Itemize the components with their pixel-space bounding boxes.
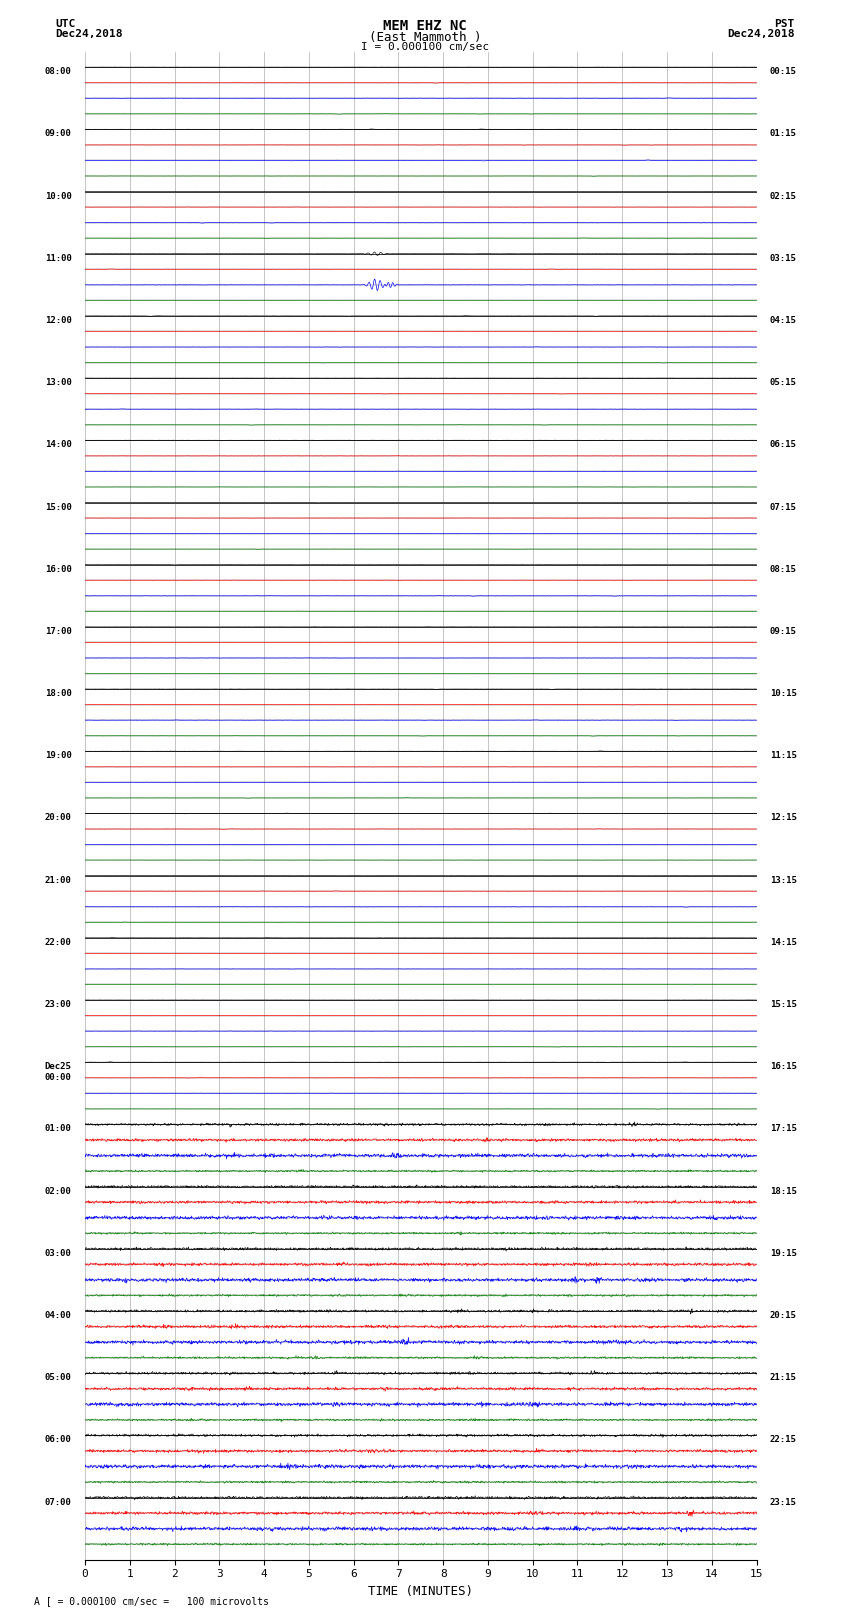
Text: 06:00: 06:00	[45, 1436, 71, 1444]
Text: 08:15: 08:15	[770, 565, 796, 574]
Text: 04:00: 04:00	[45, 1311, 71, 1319]
Text: 13:00: 13:00	[45, 377, 71, 387]
Text: 10:15: 10:15	[770, 689, 796, 698]
Text: 09:15: 09:15	[770, 627, 796, 636]
Text: 12:15: 12:15	[770, 813, 796, 823]
Text: 02:00: 02:00	[45, 1187, 71, 1195]
Text: 01:15: 01:15	[770, 129, 796, 139]
X-axis label: TIME (MINUTES): TIME (MINUTES)	[368, 1586, 473, 1598]
Text: 19:15: 19:15	[770, 1248, 796, 1258]
Text: 02:15: 02:15	[770, 192, 796, 200]
Text: 22:00: 22:00	[45, 937, 71, 947]
Text: 16:00: 16:00	[45, 565, 71, 574]
Text: 21:00: 21:00	[45, 876, 71, 884]
Text: 03:00: 03:00	[45, 1248, 71, 1258]
Text: 03:15: 03:15	[770, 253, 796, 263]
Text: I = 0.000100 cm/sec: I = 0.000100 cm/sec	[361, 42, 489, 52]
Text: (East Mammoth ): (East Mammoth )	[369, 31, 481, 44]
Text: 18:00: 18:00	[45, 689, 71, 698]
Text: 05:15: 05:15	[770, 377, 796, 387]
Text: 11:15: 11:15	[770, 752, 796, 760]
Text: 10:00: 10:00	[45, 192, 71, 200]
Text: A [ = 0.000100 cm/sec =   100 microvolts: A [ = 0.000100 cm/sec = 100 microvolts	[34, 1597, 269, 1607]
Text: 12:00: 12:00	[45, 316, 71, 324]
Text: 13:15: 13:15	[770, 876, 796, 884]
Text: 22:15: 22:15	[770, 1436, 796, 1444]
Text: 17:15: 17:15	[770, 1124, 796, 1134]
Text: Dec24,2018: Dec24,2018	[55, 29, 122, 39]
Text: 23:15: 23:15	[770, 1497, 796, 1507]
Text: 19:00: 19:00	[45, 752, 71, 760]
Text: 23:00: 23:00	[45, 1000, 71, 1010]
Text: PST: PST	[774, 19, 795, 29]
Text: 20:00: 20:00	[45, 813, 71, 823]
Text: 01:00: 01:00	[45, 1124, 71, 1134]
Text: 17:00: 17:00	[45, 627, 71, 636]
Text: 15:15: 15:15	[770, 1000, 796, 1010]
Text: 09:00: 09:00	[45, 129, 71, 139]
Text: 00:15: 00:15	[770, 68, 796, 76]
Text: Dec25
00:00: Dec25 00:00	[45, 1063, 71, 1082]
Text: UTC: UTC	[55, 19, 76, 29]
Text: 18:15: 18:15	[770, 1187, 796, 1195]
Text: MEM EHZ NC: MEM EHZ NC	[383, 19, 467, 34]
Text: 14:00: 14:00	[45, 440, 71, 450]
Text: 04:15: 04:15	[770, 316, 796, 324]
Text: 14:15: 14:15	[770, 937, 796, 947]
Text: 11:00: 11:00	[45, 253, 71, 263]
Text: 07:00: 07:00	[45, 1497, 71, 1507]
Text: 05:00: 05:00	[45, 1373, 71, 1382]
Text: 07:15: 07:15	[770, 503, 796, 511]
Text: 08:00: 08:00	[45, 68, 71, 76]
Text: 15:00: 15:00	[45, 503, 71, 511]
Text: 20:15: 20:15	[770, 1311, 796, 1319]
Text: Dec24,2018: Dec24,2018	[728, 29, 795, 39]
Text: 21:15: 21:15	[770, 1373, 796, 1382]
Text: 06:15: 06:15	[770, 440, 796, 450]
Text: 16:15: 16:15	[770, 1063, 796, 1071]
